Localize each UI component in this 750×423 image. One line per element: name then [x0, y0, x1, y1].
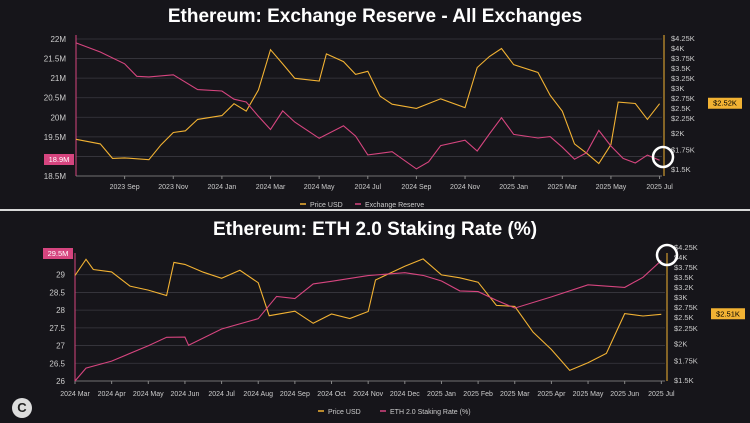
bottom-chart-title: Ethereum: ETH 2.0 Staking Rate (%)	[212, 219, 538, 240]
top-chart-title: Ethereum: Exchange Reserve - All Exchang…	[167, 6, 583, 27]
left-value-tag	[43, 248, 73, 259]
left-tick-label: 18.5M	[44, 172, 67, 181]
left-value-tag	[44, 154, 74, 165]
left-tick-label: 19.5M	[44, 133, 67, 142]
right-tick-label: $2K	[674, 339, 687, 348]
x-tick-label: 2025 Mar	[500, 391, 530, 398]
left-tick-label: 29	[56, 271, 65, 280]
x-tick-label: 2024 Jun	[171, 391, 200, 398]
right-tick-label: $4.25K	[674, 243, 698, 252]
right-tick-label: $2.5K	[674, 313, 694, 322]
x-tick-label: 2024 Dec	[390, 391, 420, 398]
legend-label: Price USD	[310, 202, 343, 209]
x-tick-label: 2024 Mar	[60, 391, 90, 398]
x-tick-label: 2025 Jun	[610, 391, 639, 398]
x-tick-label: 2024 Sep	[401, 184, 431, 191]
right-tick-label: $3.2K	[674, 283, 694, 292]
right-value-tag	[711, 308, 745, 320]
x-tick-label: 2024 Jul	[355, 184, 382, 191]
right-tick-label: $2K	[671, 129, 684, 138]
right-tick-label: $2.75K	[674, 303, 698, 312]
right-tick-label: $3K	[674, 293, 687, 302]
divider	[0, 209, 750, 211]
right-tick-label: $2.5K	[671, 104, 691, 113]
right-value-tag-text: $2.52K	[713, 99, 737, 108]
x-tick-label: 2024 Nov	[450, 184, 480, 191]
left-tick-label: 28.5	[49, 288, 65, 297]
left-value-tag-text: 18.9M	[49, 155, 70, 164]
left-tick-label: 27.5	[49, 324, 65, 333]
right-tick-label: $3K	[671, 84, 684, 93]
brand-logo: C	[12, 398, 32, 418]
x-tick-label: 2025 Apr	[537, 391, 566, 398]
series-line-price-usd	[75, 47, 661, 165]
x-tick-label: 2024 Apr	[98, 391, 127, 398]
right-tick-label: $1.75K	[674, 356, 698, 365]
series-line-price-usd	[74, 258, 662, 372]
right-tick-label: $2.75K	[671, 94, 695, 103]
left-tick-label: 26.5	[49, 359, 65, 368]
right-tick-label: $4.25K	[671, 34, 695, 43]
right-tick-label: $3.75K	[671, 54, 695, 63]
x-tick-label: 2025 Feb	[463, 391, 493, 398]
series-line-eth-2-0-staking-rate-	[74, 260, 662, 382]
x-tick-label: 2024 May	[304, 184, 335, 191]
right-tick-label: $2.25K	[671, 114, 695, 123]
right-tick-label: $3.5K	[671, 64, 691, 73]
right-tick-label: $3.5K	[674, 273, 694, 282]
x-tick-label: 2025 May	[596, 184, 627, 191]
series-line-exchange-reserve	[75, 42, 660, 170]
right-tick-label: $3.25K	[671, 74, 695, 83]
left-value-tag-text: 29.5M	[48, 249, 69, 258]
highlight-circle	[655, 243, 679, 267]
right-tick-label: $4K	[674, 253, 687, 262]
right-tick-label: $3.75K	[674, 263, 698, 272]
left-tick-label: 26	[56, 377, 65, 386]
right-tick-label: $2.25K	[674, 324, 698, 333]
x-tick-label: 2024 Jul	[208, 391, 235, 398]
x-tick-label: 2024 Aug	[243, 391, 273, 398]
x-tick-label: 2024 May	[133, 391, 164, 398]
x-tick-label: 2024 Jan	[207, 184, 236, 191]
legend-label: Price USD	[328, 409, 361, 416]
x-tick-label: 2023 Sep	[110, 184, 140, 191]
x-tick-label: 2025 Jan	[499, 184, 528, 191]
legend-label: Exchange Reserve	[365, 202, 424, 209]
right-value-tag	[708, 97, 742, 109]
left-tick-label: 20M	[50, 113, 66, 122]
right-tick-label: $1.5K	[674, 376, 694, 385]
right-tick-label: $1.5K	[671, 165, 691, 174]
x-tick-label: 2025 May	[573, 391, 604, 398]
left-tick-label: 28	[56, 306, 65, 315]
left-tick-label: 21.5M	[44, 55, 67, 64]
highlight-circle	[651, 145, 675, 169]
right-tick-label: $1.75K	[671, 146, 695, 155]
left-tick-label: 20.5M	[44, 94, 67, 103]
legend-label: ETH 2.0 Staking Rate (%)	[390, 409, 471, 416]
x-tick-label: 2024 Oct	[317, 391, 345, 398]
x-tick-label: 2025 Mar	[548, 184, 578, 191]
right-value-tag-text: $2.51K	[716, 309, 740, 318]
left-tick-label: 27	[56, 342, 65, 351]
x-tick-label: 2025 Jul	[646, 184, 673, 191]
left-tick-label: 22M	[50, 35, 66, 44]
x-tick-label: 2023 Nov	[158, 184, 188, 191]
x-tick-label: 2025 Jan	[427, 391, 456, 398]
left-tick-label: 21M	[50, 74, 66, 83]
x-tick-label: 2024 Sep	[280, 391, 310, 398]
x-tick-label: 2025 Jul	[648, 391, 675, 398]
x-tick-label: 2024 Nov	[353, 391, 383, 398]
right-tick-label: $4K	[671, 44, 684, 53]
x-tick-label: 2024 Mar	[256, 184, 286, 191]
